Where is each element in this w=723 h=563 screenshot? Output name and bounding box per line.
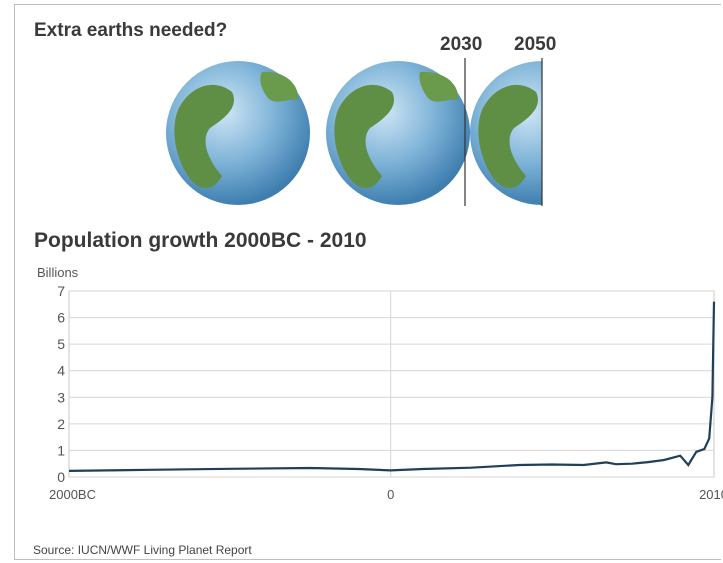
- year-2050-label: 2050: [514, 34, 557, 55]
- year-2030-label: 2030: [440, 34, 483, 55]
- source-note: Source: IUCN/WWF Living Planet Report: [33, 543, 252, 557]
- population-series-line: [68, 301, 716, 472]
- y-tick-label: 0: [57, 469, 65, 485]
- x-tick-label: 2000BC: [49, 487, 96, 502]
- earths-title: Extra earths needed?: [34, 20, 228, 41]
- x-tick-label: 2010: [699, 487, 723, 502]
- y-tick-label: 3: [57, 389, 65, 405]
- x-tick-label: 0: [387, 487, 394, 502]
- chart-title: Population growth 2000BC - 2010: [34, 229, 367, 252]
- y-tick-label: 6: [57, 310, 65, 326]
- y-tick-label: 1: [57, 442, 65, 458]
- y-tick-label: 2: [57, 416, 65, 432]
- earth-globe-icon: [166, 61, 310, 205]
- y-axis-label: Billions: [37, 265, 79, 280]
- earths-illustration: [166, 58, 543, 206]
- y-tick-label: 7: [57, 283, 65, 299]
- partial-earth-globe-icon: [470, 61, 542, 205]
- y-tick-label: 5: [57, 336, 65, 352]
- plot-area: [68, 290, 715, 478]
- earth-globe-icon: [326, 61, 470, 205]
- figure-frame: [14, 4, 721, 560]
- y-tick-label: 4: [57, 363, 65, 379]
